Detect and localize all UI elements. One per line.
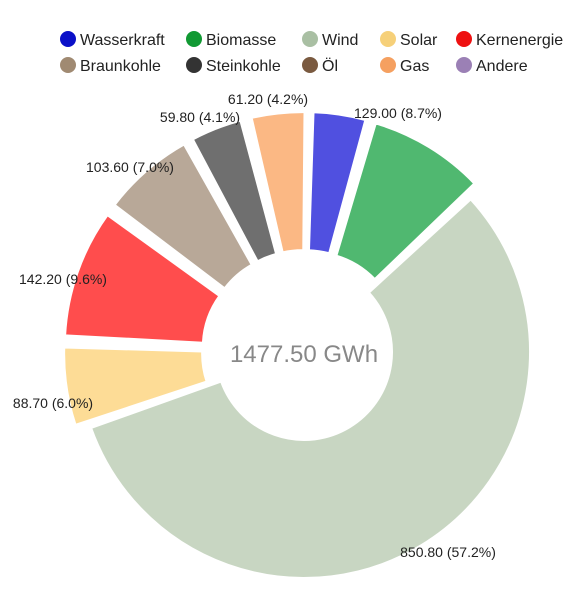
legend-marker-andere	[456, 57, 472, 73]
legend-marker-braunkohle	[60, 57, 76, 73]
slice-label-kernenergie: 142.20 (9.6%)	[19, 271, 107, 287]
legend-item-biomasse[interactable]: Biomasse	[186, 31, 276, 49]
legend-label-wind: Wind	[322, 32, 358, 49]
legend-label-biomasse: Biomasse	[206, 32, 276, 49]
legend-item-wind[interactable]: Wind	[302, 31, 358, 49]
slice-gas[interactable]	[250, 111, 306, 254]
legend-marker-gas	[380, 57, 396, 73]
slice-labels: 61.20 (4.2%) 129.00 (8.7%) 850.80 (57.2%) 8…	[13, 91, 496, 560]
legend-label-solar: Solar	[400, 32, 438, 49]
legend-item-oel[interactable]: Öl	[302, 57, 338, 75]
legend-marker-wasserkraft	[60, 31, 76, 47]
legend-label-wasserkraft: Wasserkraft	[80, 32, 165, 49]
slice-label-biomasse: 129.00 (8.7%)	[354, 105, 442, 121]
slice-label-braunkohle: 103.60 (7.0%)	[86, 159, 174, 175]
legend-item-wasserkraft[interactable]: Wasserkraft	[60, 31, 165, 49]
legend-item-solar[interactable]: Solar	[380, 31, 438, 49]
slice-wasserkraft[interactable]	[307, 111, 367, 255]
slice-solar[interactable]	[63, 346, 208, 426]
legend-label-kernenergie: Kernenergie	[476, 32, 563, 49]
legend-item-andere[interactable]: Andere	[456, 57, 528, 75]
slice-label-solar: 88.70 (6.0%)	[13, 395, 93, 411]
legend-label-andere: Andere	[476, 58, 528, 75]
center-total-label: 1477.50 GWh	[230, 341, 378, 368]
legend-marker-oel	[302, 57, 318, 73]
slice-steinkohle[interactable]	[191, 119, 278, 263]
legend-marker-biomasse	[186, 31, 202, 47]
legend-marker-solar	[380, 31, 396, 47]
legend-item-gas[interactable]: Gas	[380, 57, 429, 75]
slice-label-steinkohle: 59.80 (4.1%)	[160, 109, 240, 125]
legend-item-steinkohle[interactable]: Steinkohle	[186, 57, 281, 75]
legend-marker-kernenergie	[456, 31, 472, 47]
slice-label-wasserkraft: 61.20 (4.2%)	[228, 91, 308, 107]
legend-label-gas: Gas	[400, 58, 429, 75]
legend-item-kernenergie[interactable]: Kernenergie	[456, 31, 563, 49]
legend-marker-steinkohle	[186, 57, 202, 73]
slice-biomasse[interactable]	[335, 122, 476, 281]
legend-item-braunkohle[interactable]: Braunkohle	[60, 57, 161, 75]
slices	[63, 111, 531, 579]
legend-label-braunkohle: Braunkohle	[80, 58, 161, 75]
slice-wind[interactable]	[90, 198, 531, 579]
slice-label-wind: 850.80 (57.2%)	[400, 544, 496, 560]
slice-kernenergie[interactable]	[64, 214, 221, 344]
legend-label-steinkohle: Steinkohle	[206, 58, 281, 75]
legend: Wasserkraft Biomasse Wind Solar Kernenergie B…	[60, 31, 563, 75]
legend-label-oel: Öl	[322, 57, 338, 75]
slice-braunkohle[interactable]	[113, 143, 253, 290]
legend-marker-wind	[302, 31, 318, 47]
